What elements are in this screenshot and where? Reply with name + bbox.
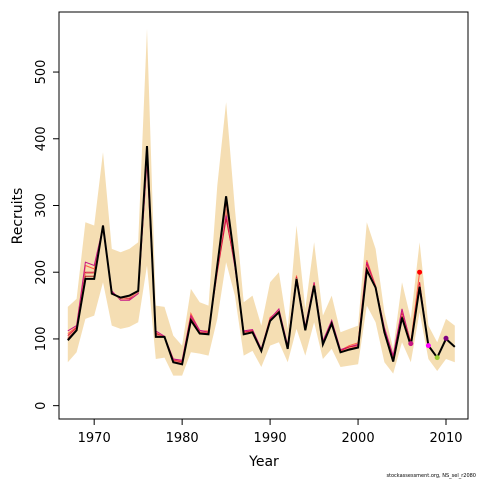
- y-tick-label: 500: [34, 60, 49, 85]
- footnote: stockassessment.org, NS_sel_r2080: [386, 473, 476, 479]
- endpoints-layer: [408, 269, 449, 361]
- y-tick-label: 100: [34, 326, 49, 351]
- retro-endpoint: [408, 341, 414, 347]
- y-tick-label: 0: [34, 402, 49, 410]
- retro-endpoint: [425, 343, 431, 349]
- x-tick-label: 1970: [78, 431, 111, 446]
- y-axis-title: Recruits: [10, 188, 26, 245]
- y-axis: 0 100 200 300 400 500: [34, 60, 59, 410]
- x-tick-label: 2000: [342, 431, 375, 446]
- confidence-band: [67, 28, 455, 376]
- y-tick-label: 400: [34, 126, 49, 151]
- retro-endpoint: [434, 355, 440, 361]
- x-tick-label: 1980: [166, 431, 199, 446]
- estimate-line: [67, 146, 456, 366]
- plot-frame: [58, 11, 469, 420]
- x-tick-label: 2010: [429, 431, 462, 446]
- x-axis: 1970 1980 1990 2000 2010: [78, 419, 463, 446]
- x-tick-label: 1990: [254, 431, 287, 446]
- confidence-band-layer: [67, 28, 455, 376]
- retro-endpoint: [417, 269, 423, 275]
- retro-endpoint: [443, 335, 449, 341]
- retro-run-line: [67, 155, 429, 363]
- y-tick-label: 300: [34, 193, 49, 218]
- x-axis-title: Year: [248, 454, 279, 470]
- y-tick-label: 200: [34, 260, 49, 285]
- estimate-layer: [67, 146, 456, 366]
